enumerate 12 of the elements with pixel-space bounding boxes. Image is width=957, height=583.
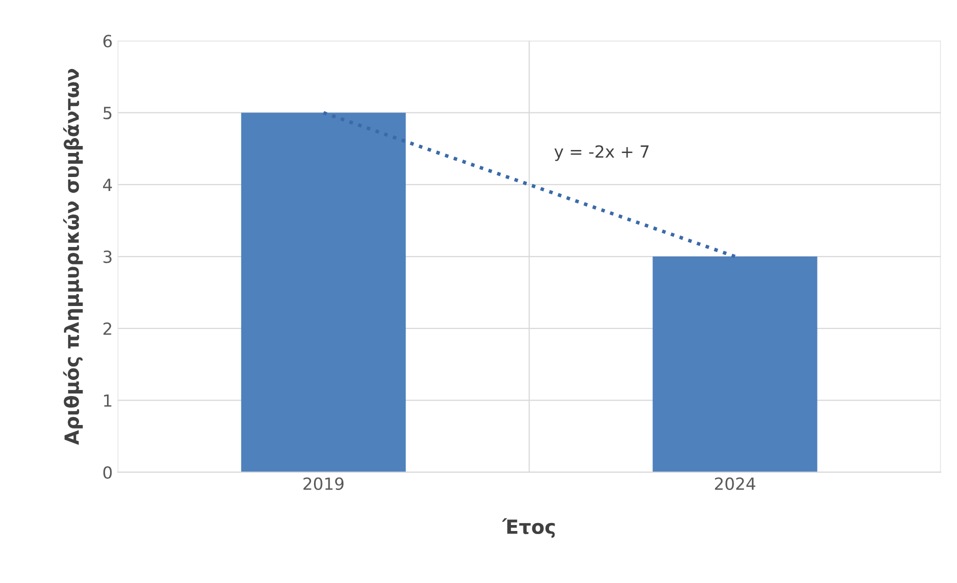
y-tick-label: 6 bbox=[103, 34, 112, 48]
y-tick-label: 4 bbox=[103, 178, 112, 191]
x-tick-label: 2019 bbox=[303, 477, 344, 490]
y-tick-label: 1 bbox=[104, 394, 112, 407]
x-axis-title: Έτος bbox=[502, 518, 555, 538]
y-axis-title: Αριθμός πλημμυρικών συμβάντων bbox=[63, 68, 83, 445]
annotation: y = -2x + 7 bbox=[554, 145, 649, 162]
y-tick-label: 0 bbox=[103, 466, 112, 479]
y-tick-label: 5 bbox=[104, 106, 112, 120]
y-tick-label: 2 bbox=[103, 322, 112, 335]
x-tick-label: 2024 bbox=[714, 477, 756, 490]
y-tick-label: 3 bbox=[104, 250, 112, 264]
